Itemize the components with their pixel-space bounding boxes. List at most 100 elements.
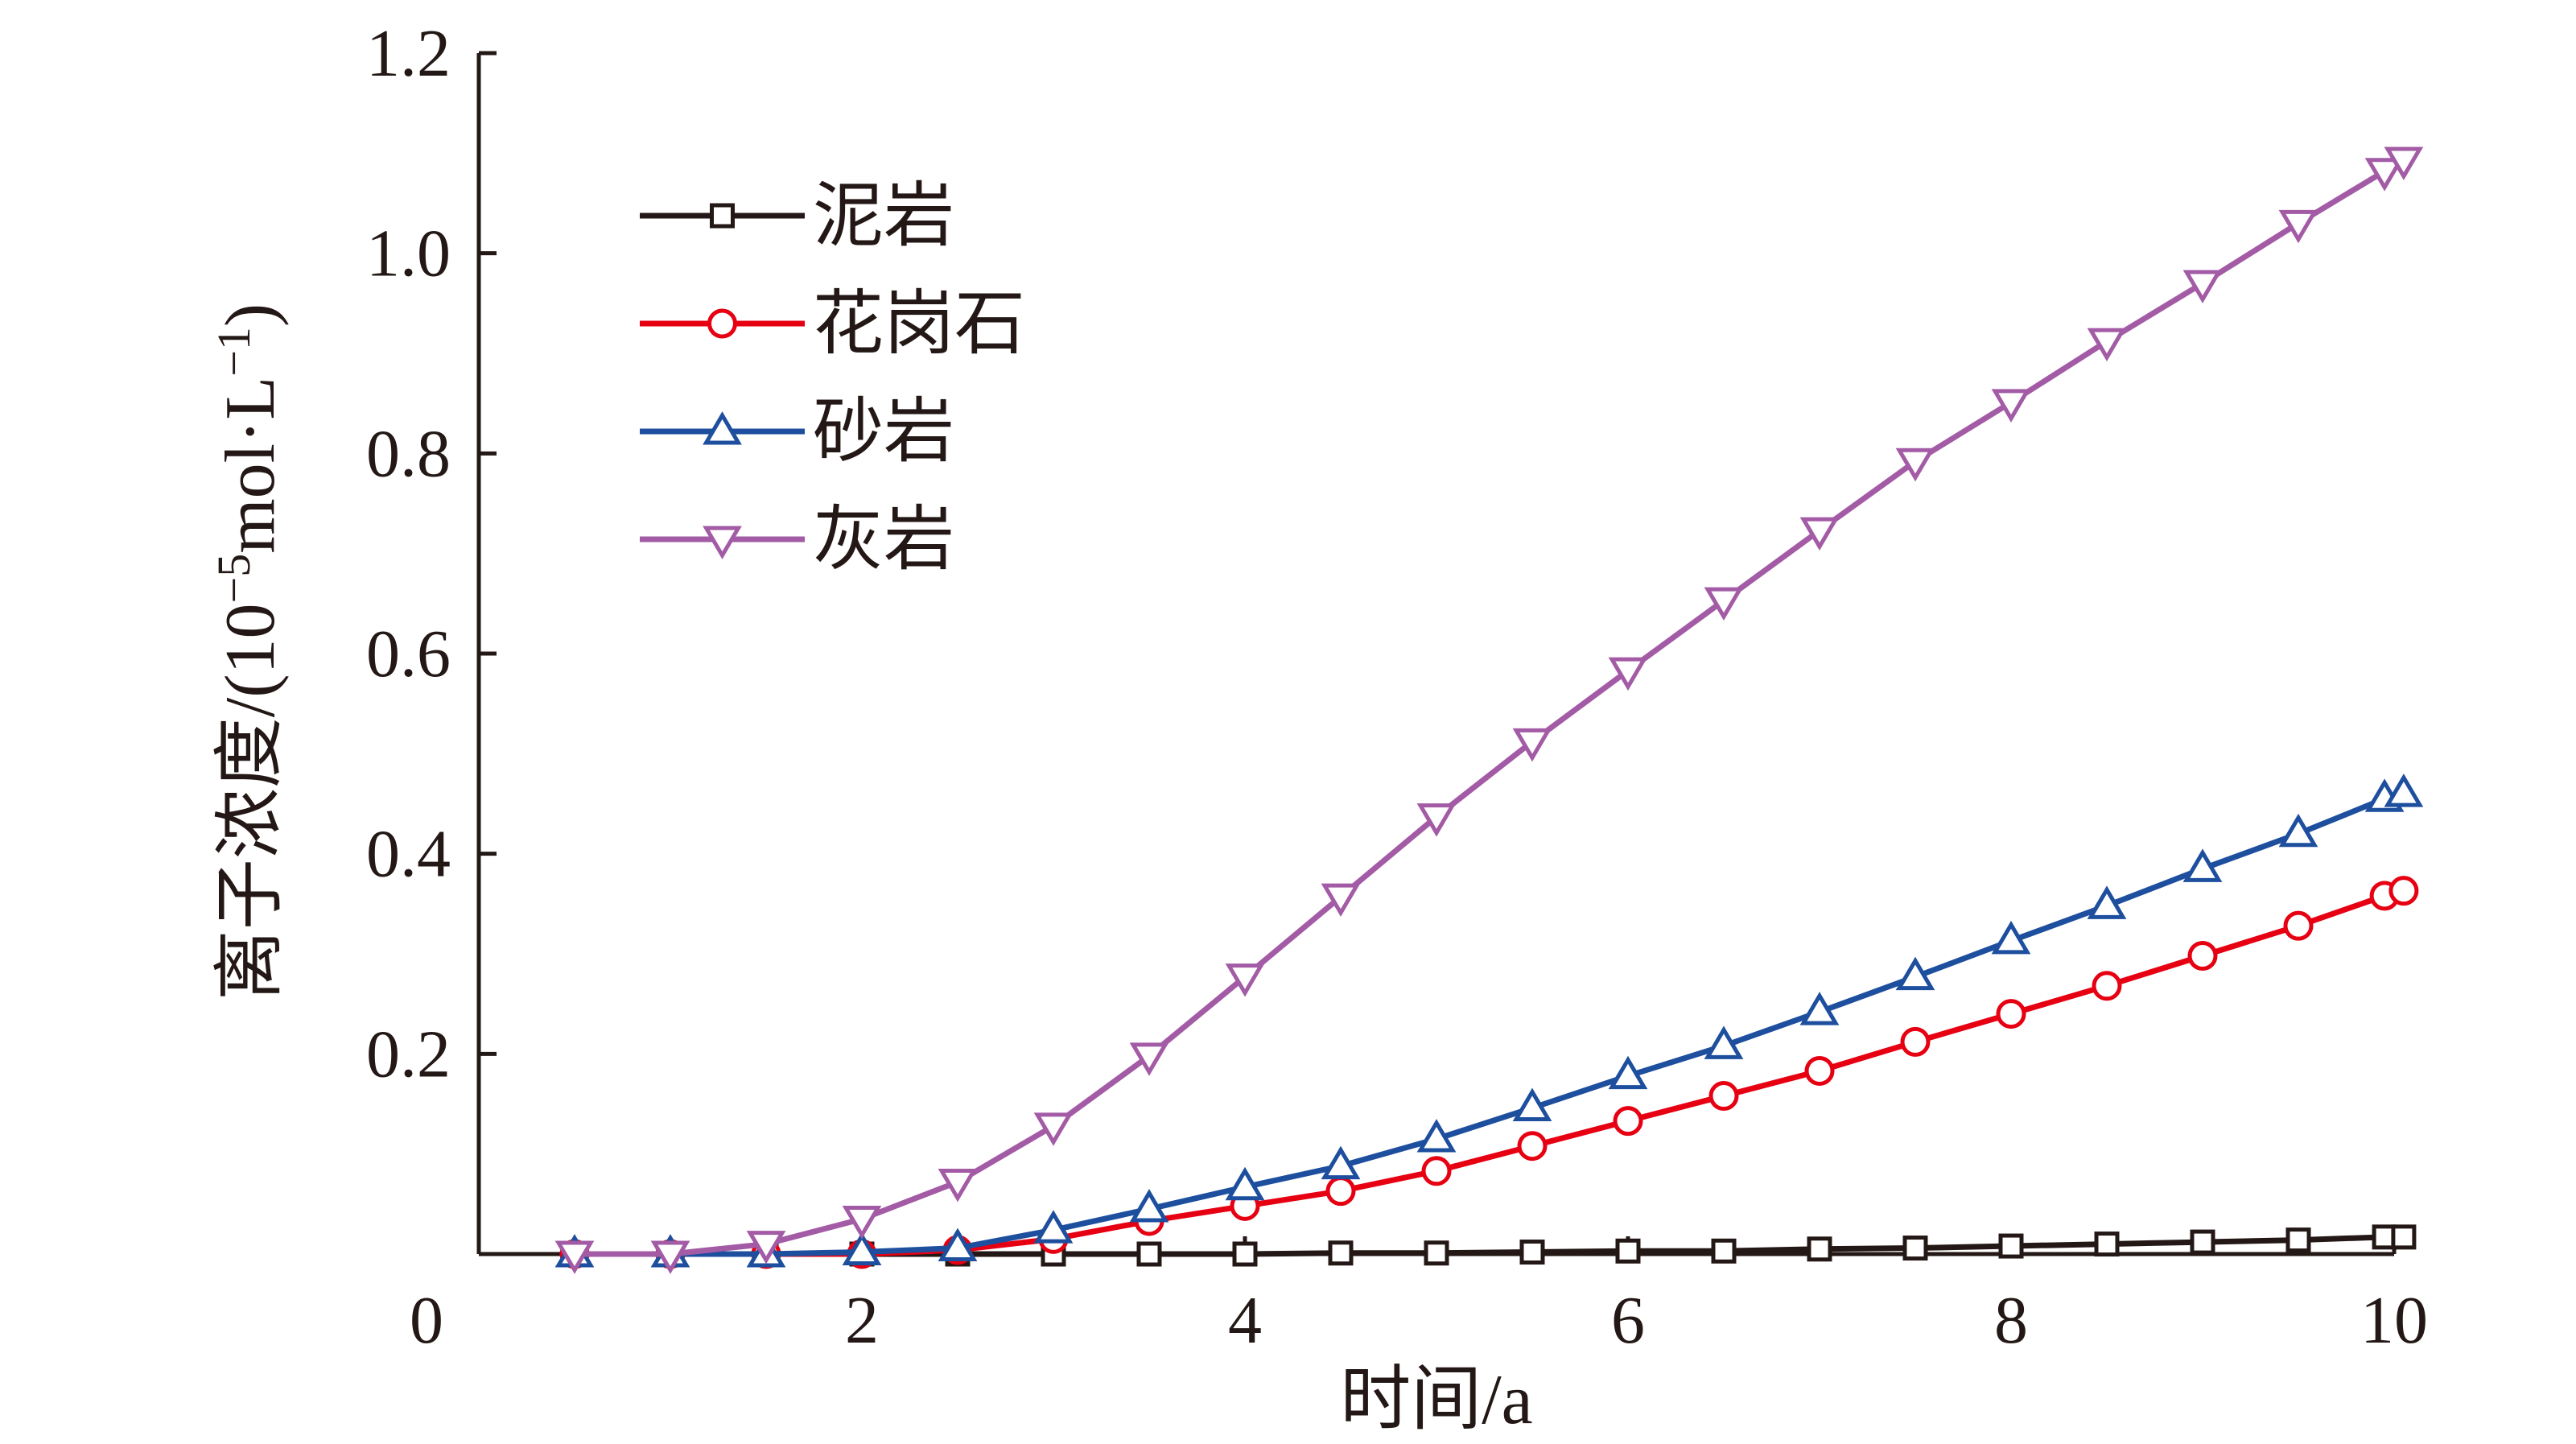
y-axis-title-close: ) [212,303,290,327]
series-line [575,888,2405,1257]
legend-item: 灰岩 [640,501,954,580]
legend-marker [707,308,737,339]
data-point [650,1240,690,1274]
data-point [1895,956,1935,991]
data-point [2092,971,2122,1001]
data-point [1416,1119,1457,1153]
y-axis-title-exponent-2: −1 [208,327,260,377]
y-tick-label: 0.4 [366,817,451,892]
data-point [1711,1238,1737,1264]
data-point [2190,1229,2215,1255]
data-point [2182,270,2223,303]
data-point [1232,1241,1258,1267]
data-point [1608,1055,1648,1090]
series-2 [559,876,2419,1269]
data-point [1608,657,1648,691]
data-point [1704,587,1744,621]
legend-label: 泥岩 [813,178,954,256]
y-ticks: 0.2 0.4 0.6 0.8 1.0 1.2 [366,16,497,1091]
data-point [1416,803,1457,837]
y-tick-label: 1.2 [366,16,451,91]
data-point [1996,999,2026,1029]
legend-marker [703,411,742,445]
data-point [1799,517,1840,551]
x-tick-label: 4 [1228,1283,1262,1358]
data-point [1895,448,1935,482]
data-point [2094,1232,2120,1257]
data-point [1998,1233,2024,1259]
data-point [1804,1055,1835,1086]
data-point [1033,1112,1074,1146]
y-tick-label: 0.6 [366,617,451,691]
data-point [1321,1145,1361,1180]
series-3 [554,774,2424,1268]
data-point [2278,813,2318,848]
y-tick-label: 0.8 [366,416,451,491]
data-point [1033,1210,1074,1244]
data-point [2285,1227,2311,1253]
data-point [1129,1042,1169,1076]
data-point [1991,920,2031,955]
x-tick-label: 2 [845,1283,879,1358]
axes [476,53,2394,1256]
data-point [842,1205,882,1240]
data-point [1129,1189,1169,1223]
data-point [746,1231,786,1265]
x-tick-label: 8 [1994,1283,2028,1358]
data-point [1136,1241,1162,1267]
legend-item: 花岗石 [640,286,1025,364]
data-point [938,1168,978,1203]
data-point [2384,774,2424,807]
data-point [2388,876,2419,906]
data-point [1424,1240,1449,1266]
x-tick-label: 0 [410,1283,443,1358]
data-point [1325,1176,1356,1207]
y-axis-title: 离子浓度/(10−5mol·L−1) [208,303,290,1000]
x-tick-label: 6 [1611,1283,1645,1358]
data-point [1421,1156,1452,1186]
series-line [575,790,2405,1257]
data-point [1900,1026,1931,1057]
data-point [2087,885,2127,919]
y-axis-title-unit: mol·L [212,377,290,554]
data-point [1991,389,2031,423]
data-point [1708,1081,1739,1112]
data-point [2283,910,2314,941]
data-point [1225,1166,1265,1201]
data-point [1512,1087,1552,1121]
x-axis-title: 时间/a [1340,1361,1533,1439]
data-point [2087,328,2127,362]
data-point [1807,1236,1832,1262]
data-point [2182,848,2223,882]
y-tick-label: 0.2 [366,1017,451,1091]
series-4 [554,146,2424,1274]
data-point [1615,1238,1641,1264]
data-point [554,1240,595,1274]
legend-label: 灰岩 [813,501,954,580]
data-point [1517,1131,1548,1161]
series-layer [554,146,2424,1274]
data-point [1512,728,1552,762]
data-point [1225,963,1265,997]
data-point [1613,1106,1643,1137]
legend-label: 砂岩 [813,394,954,472]
data-point [2187,940,2218,971]
data-point [938,1227,978,1262]
x-ticks: 0 2 4 6 8 10 [410,1236,2428,1358]
data-point [1519,1240,1545,1265]
y-axis-title-exponent-1: −5 [208,554,260,604]
data-point [2364,158,2405,192]
y-tick-label: 1.0 [366,217,451,291]
data-point [1799,992,1840,1025]
y-axis-title-main: 离子浓度/(10 [212,603,290,1000]
legend-item: 砂岩 [640,394,954,472]
data-point [2278,209,2318,244]
legend-item: 泥岩 [640,178,954,256]
data-point [2384,146,2424,180]
data-point [1321,883,1361,918]
data-point [842,1232,882,1266]
series-1 [562,1224,2417,1267]
legend-marker [703,526,742,559]
